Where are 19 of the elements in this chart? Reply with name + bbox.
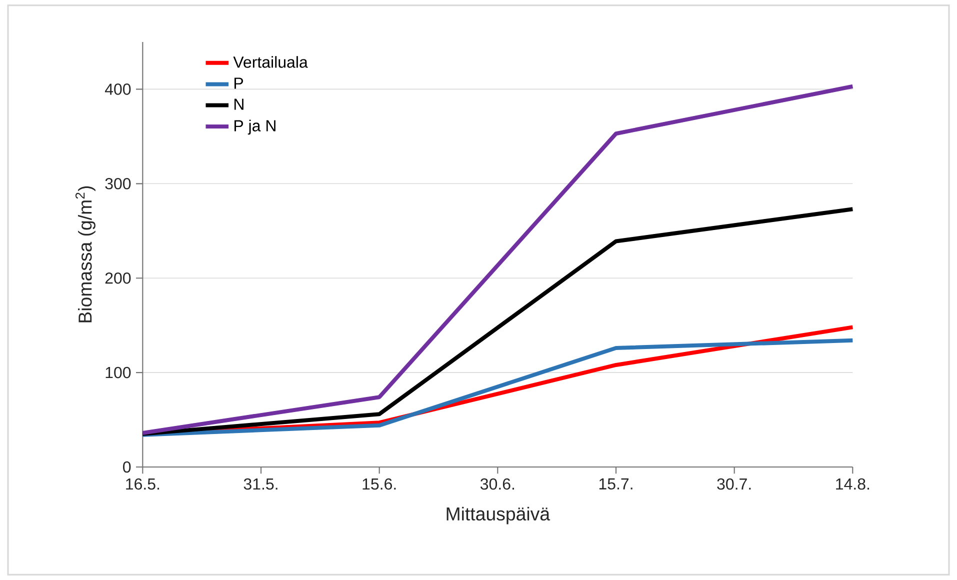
- x-tick-label: 14.8.: [836, 478, 869, 490]
- y-tick-label: 100: [106, 366, 131, 378]
- x-tick-label: 15.6.: [362, 478, 396, 490]
- x-tick-label: 15.7.: [599, 478, 632, 490]
- x-tick-label: 16.5.: [126, 478, 160, 490]
- x-tick-label: 31.5.: [244, 478, 278, 490]
- line-series: [140, 207, 855, 436]
- x-tick-label: 30.6.: [480, 478, 514, 490]
- legend-label: P: [234, 78, 243, 89]
- y-tick-label: 200: [105, 272, 131, 284]
- y-axis-title: Biomassa (g/m$^{2}$): [75, 186, 96, 322]
- x-tick-label: 30.7.: [717, 478, 751, 490]
- y-tick-label: 400: [104, 84, 131, 95]
- x-axis-title: Mittauspäivä: [446, 506, 550, 524]
- legend-label: P ja N: [234, 120, 276, 135]
- y-tick-label: 300: [105, 178, 131, 190]
- y-tick-label: 0: [123, 461, 131, 473]
- legend-label: N: [234, 98, 244, 110]
- legend-label: Vertailuala: [233, 56, 308, 68]
